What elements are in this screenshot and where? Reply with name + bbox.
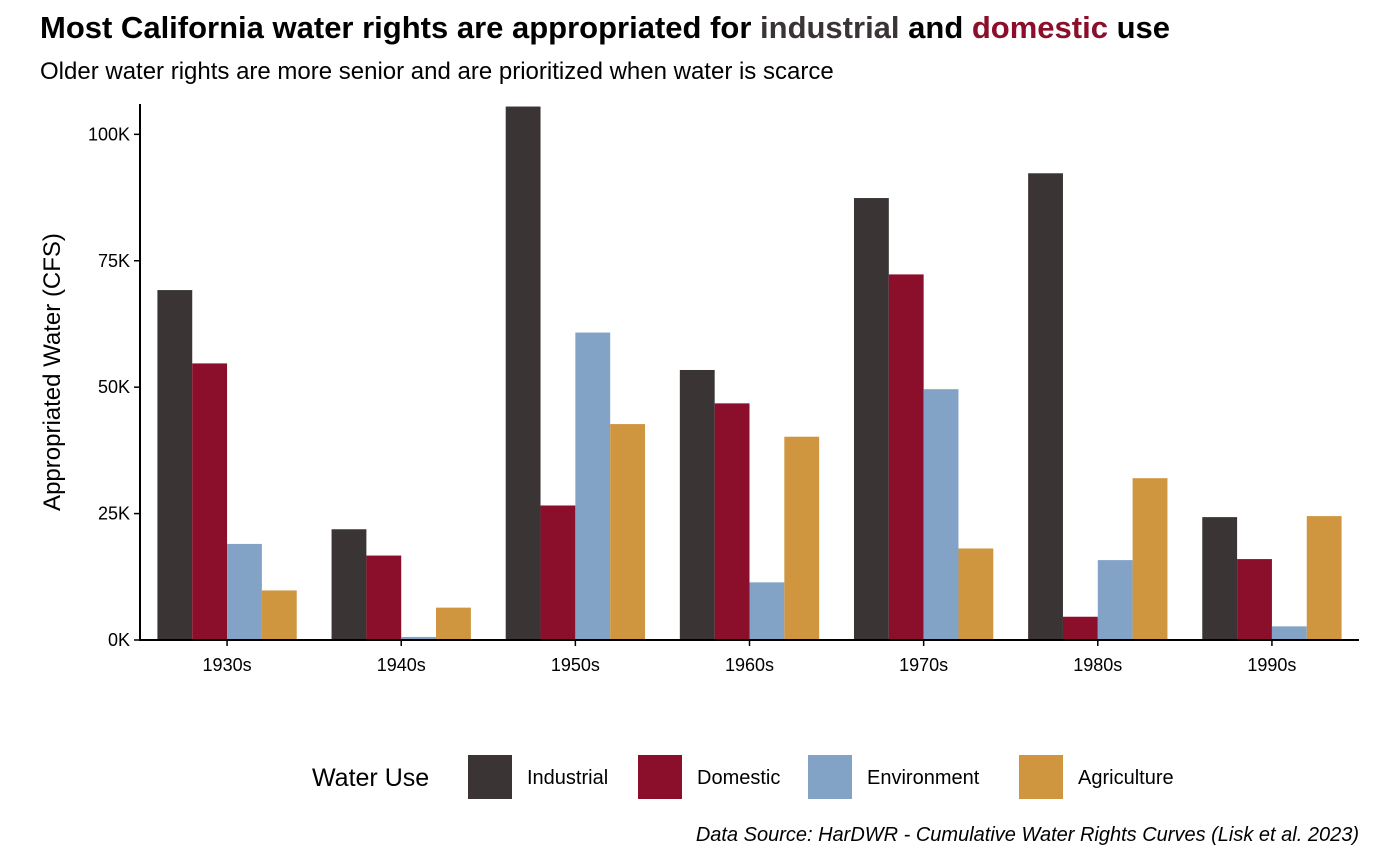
bar-environment-1970s (923, 389, 959, 640)
legend-label-industrial: Industrial (527, 767, 608, 789)
bar-domestic-1970s (888, 274, 924, 640)
y-tick-label: 50K (98, 377, 130, 397)
bar-domestic-1980s (1062, 616, 1098, 640)
title-part-3: and (899, 10, 972, 45)
bar-domestic-1990s (1237, 559, 1272, 640)
bar-industrial-1980s (1028, 173, 1063, 640)
bar-agriculture-1930s (261, 590, 297, 640)
bar-agriculture-1940s (436, 607, 471, 640)
bar-industrial-1990s (1202, 517, 1238, 640)
bar-industrial-1960s (679, 369, 715, 640)
title-part-1: Most California water rights are appropr… (40, 10, 761, 45)
y-tick-label: 0K (108, 630, 130, 650)
x-tick-label: 1990s (1247, 655, 1296, 675)
x-tick-label: 1970s (899, 655, 948, 675)
data-source-caption: Data Source: HarDWR - Cumulative Water R… (695, 824, 1359, 846)
bar-environment-1960s (749, 582, 785, 640)
y-axis-title: Appropriated Water (CFS) (39, 233, 66, 511)
chart-subtitle: Older water rights are more senior and a… (40, 58, 834, 85)
bar-domestic-1930s (192, 363, 228, 640)
bar-agriculture-1970s (958, 548, 994, 640)
title-domestic-highlight: domestic (971, 10, 1108, 45)
bar-agriculture-1950s (610, 424, 646, 640)
bar-industrial-1970s (853, 198, 889, 641)
x-tick-label: 1960s (725, 655, 774, 675)
bar-environment-1940s (401, 636, 437, 640)
bar-agriculture-1990s (1306, 516, 1342, 640)
x-tick-label: 1940s (377, 655, 426, 675)
bar-environment-1980s (1097, 560, 1133, 640)
bar-environment-1950s (575, 332, 611, 640)
bar-environment-1930s (227, 543, 262, 640)
legend-key-agriculture (1019, 755, 1063, 799)
title-industrial-highlight: industrial (760, 10, 900, 45)
x-tick-label: 1980s (1073, 655, 1122, 675)
x-axis-ticks: 1930s 1940s 1950s 1960s 1970s 1980s 1990s (203, 640, 1296, 675)
legend-label-agriculture: Agriculture (1078, 767, 1174, 789)
legend: Water Use Industrial Domestic Environment Ag… (312, 755, 1174, 799)
y-tick-label: 25K (98, 504, 130, 524)
legend-key-industrial (468, 755, 512, 799)
legend-key-domestic (638, 755, 682, 799)
y-axis-ticks: 0K 25K 50K 75K 100K (88, 124, 140, 650)
legend-label-environment: Environment (867, 767, 980, 789)
bar-environment-1990s (1271, 626, 1307, 640)
bar-industrial-1930s (157, 290, 193, 640)
bar-industrial-1950s (505, 106, 541, 640)
bar-agriculture-1960s (784, 436, 820, 640)
y-tick-label: 100K (88, 124, 130, 144)
bars-group (157, 106, 1342, 641)
bar-domestic-1950s (540, 505, 576, 640)
bar-domestic-1940s (366, 555, 402, 640)
y-tick-label: 75K (98, 251, 130, 271)
legend-title: Water Use (312, 764, 429, 792)
bar-domestic-1960s (714, 403, 750, 640)
bar-industrial-1940s (331, 529, 367, 640)
x-tick-label: 1930s (203, 655, 252, 675)
title-part-5: use (1107, 10, 1171, 45)
bar-agriculture-1980s (1132, 478, 1168, 640)
legend-label-domestic: Domestic (697, 767, 780, 789)
x-tick-label: 1950s (551, 655, 600, 675)
legend-key-environment (808, 755, 852, 799)
chart-title: Most California water rights are appropr… (40, 10, 1170, 46)
